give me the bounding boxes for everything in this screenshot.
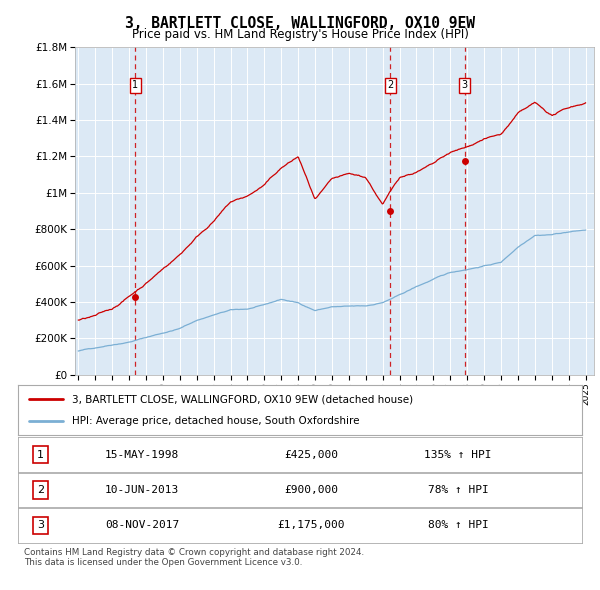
Text: 10-JUN-2013: 10-JUN-2013 bbox=[105, 485, 179, 495]
Text: 3, BARTLETT CLOSE, WALLINGFORD, OX10 9EW (detached house): 3, BARTLETT CLOSE, WALLINGFORD, OX10 9EW… bbox=[71, 394, 413, 404]
Text: 3: 3 bbox=[461, 80, 468, 90]
Text: £425,000: £425,000 bbox=[284, 450, 338, 460]
Text: 3: 3 bbox=[37, 520, 44, 530]
Text: 135% ↑ HPI: 135% ↑ HPI bbox=[424, 450, 491, 460]
Text: 15-MAY-1998: 15-MAY-1998 bbox=[105, 450, 179, 460]
Text: 2: 2 bbox=[387, 80, 393, 90]
Text: 2: 2 bbox=[37, 485, 44, 495]
Text: This data is licensed under the Open Government Licence v3.0.: This data is licensed under the Open Gov… bbox=[24, 558, 302, 567]
Text: 1: 1 bbox=[37, 450, 44, 460]
Text: 3, BARTLETT CLOSE, WALLINGFORD, OX10 9EW: 3, BARTLETT CLOSE, WALLINGFORD, OX10 9EW bbox=[125, 16, 475, 31]
Text: 08-NOV-2017: 08-NOV-2017 bbox=[105, 520, 179, 530]
Text: Price paid vs. HM Land Registry's House Price Index (HPI): Price paid vs. HM Land Registry's House … bbox=[131, 28, 469, 41]
Text: 78% ↑ HPI: 78% ↑ HPI bbox=[428, 485, 488, 495]
Text: HPI: Average price, detached house, South Oxfordshire: HPI: Average price, detached house, Sout… bbox=[71, 417, 359, 427]
Text: £1,175,000: £1,175,000 bbox=[278, 520, 345, 530]
Text: Contains HM Land Registry data © Crown copyright and database right 2024.: Contains HM Land Registry data © Crown c… bbox=[24, 548, 364, 556]
Text: £900,000: £900,000 bbox=[284, 485, 338, 495]
Text: 1: 1 bbox=[132, 80, 139, 90]
Text: 80% ↑ HPI: 80% ↑ HPI bbox=[428, 520, 488, 530]
